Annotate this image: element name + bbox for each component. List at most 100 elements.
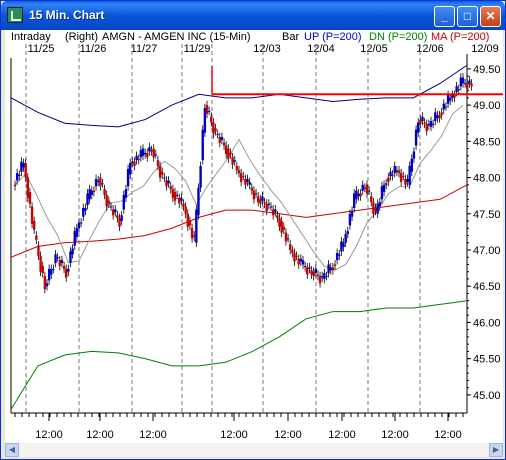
down-bar [331,267,335,271]
up-bar [69,251,72,264]
date-label: 12/05 [360,43,388,55]
up-bar [340,241,343,252]
up-bar [389,171,392,177]
up-bar [216,134,219,136]
up-bar [393,165,396,174]
up-bar [286,238,290,240]
down-bar [278,218,281,227]
down-bar [188,221,192,226]
up-bar [101,183,104,185]
maximize-button[interactable]: □ [457,6,478,27]
up-bar [321,276,324,278]
up-bar [207,110,211,112]
up-bar [175,194,179,196]
title-bar[interactable]: 15 Min. Chart _ □ ✕ [1,1,505,30]
up-bar [380,186,384,200]
up-bar [329,267,332,271]
down-bar [244,178,247,185]
horizontal-scrollbar[interactable]: ◀ ▶ [5,443,503,457]
down-bar [280,221,283,233]
down-bar [171,189,175,198]
scroll-left-button[interactable]: ◀ [5,443,19,457]
down-bar [404,178,407,185]
down-bar [402,176,405,178]
down-bar [284,232,288,242]
up-bar [52,268,55,270]
down-bar [212,122,215,135]
down-bar [146,152,149,158]
chart-style-label: Bar [282,31,300,43]
down-bar [359,193,362,197]
up-bar [60,260,64,264]
down-bar [184,206,187,214]
up-bar [77,222,81,229]
down-bar [210,116,213,123]
up-bar [94,178,98,187]
x-time-label: 12:00 [434,429,462,441]
up-bar [88,189,91,200]
down-bar [28,192,32,204]
up-bar [344,234,347,243]
up-bar [301,260,305,265]
down-bar [37,245,40,256]
up-bar [141,148,145,156]
date-label: 11/27 [131,43,158,55]
chart-app-icon [7,7,23,23]
x-time-label: 12:00 [139,429,167,441]
up-bar [367,190,371,192]
down-bar [470,83,473,87]
up-bar [346,231,349,235]
down-bar [263,202,266,204]
up-bar [126,168,130,187]
lower-band-line [10,300,468,410]
up-bar [201,129,204,161]
y-tick-label: 49.00 [473,100,501,112]
up-bar [120,215,123,222]
up-bar [468,80,471,84]
date-label: 12/04 [307,43,335,55]
moving-average-line [10,184,468,258]
down-bar [103,189,106,195]
down-bar [225,145,228,155]
up-bar [67,268,70,272]
up-bar [246,178,249,182]
x-time-label: 12:00 [328,429,356,441]
minimize-button[interactable]: _ [434,6,455,27]
up-bar [84,207,87,211]
up-bar [455,86,458,93]
upper-band-line [10,64,468,128]
chart-area[interactable]: Intraday (Right) AMGN - AMGEN INC (15-Mi… [5,30,503,456]
up-bar [203,107,207,133]
down-bar [237,170,241,174]
up-bar [124,189,128,198]
close-button[interactable]: ✕ [480,6,501,27]
up-bar [353,193,356,208]
down-bar [391,174,394,177]
down-bar [453,94,456,98]
up-bar [314,268,317,274]
up-bar [254,193,258,195]
down-bar [186,213,189,227]
down-bar [182,203,185,207]
scroll-right-button[interactable]: ▶ [489,443,503,457]
up-bar [154,154,157,156]
down-bar [289,244,292,250]
down-bar [190,228,194,239]
price-chart[interactable]: 11/25 11/26 11/27 11/29 12/03 12/04 12/05 12/06… [5,30,503,443]
up-bar [414,129,418,146]
up-bar [269,206,273,208]
down-bar [218,136,221,143]
up-bar [421,116,424,122]
down-bar [397,170,401,174]
up-bar [131,161,134,164]
up-bar [233,160,236,162]
up-bar [385,183,388,185]
down-bar [374,207,377,211]
up-bar [22,163,25,168]
down-bar [318,276,322,284]
up-bar [442,103,445,110]
down-bar [306,267,309,275]
down-bar [116,215,119,219]
up-bar [114,209,117,213]
down-bar [276,215,279,219]
